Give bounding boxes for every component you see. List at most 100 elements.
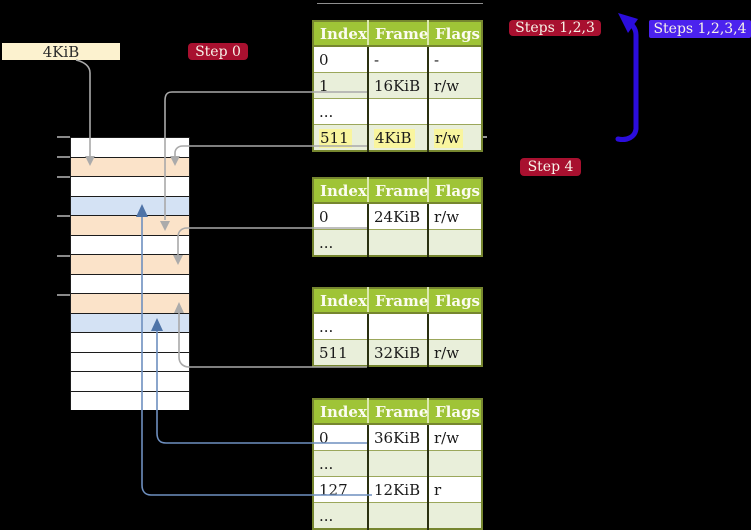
cell-index: ... [313,229,369,256]
physical-memory-column [70,137,190,410]
memory-row [71,157,189,177]
col-header-flags: Flags [428,21,482,47]
cell-frame: 36KiB [368,423,429,451]
col-header-frame: Frame [368,21,429,47]
memory-row [71,235,189,255]
memory-row [71,255,189,275]
page-size-label-text: 4KiB [42,42,80,61]
page-table-level-3: Index Frame Flags 0 24KiB r/w ... [312,177,483,257]
badge-steps-1234: Steps 1,2,3,4 [649,20,751,38]
cell-flags [428,98,482,125]
highlight: 511 [319,128,352,148]
col-header-frame: Frame [368,399,429,425]
table-row-highlighted: 511 4KiB r/w [313,124,482,151]
cell-frame: 16KiB [368,72,429,99]
table-header-row: Index Frame Flags [313,399,482,425]
cell-frame: 24KiB [368,202,429,230]
cell-index: ... [313,312,369,340]
highlight: 4KiB [374,128,415,148]
page-table-level-1: Index Frame Flags 0 36KiB r/w ... 127 12… [312,398,483,530]
table-row: 1 16KiB r/w [313,72,482,99]
memory-row [71,294,189,314]
col-header-flags: Flags [428,288,482,314]
col-header-flags: Flags [428,399,482,425]
top-border-line [317,3,483,4]
cell-index: 511 [313,339,369,366]
cell-frame: - [368,45,429,73]
memory-row [71,138,189,158]
page-size-label: 4KiB [2,42,120,61]
address-tick [57,136,70,138]
col-header-index: Index [313,21,369,47]
address-tick [57,294,70,296]
big-blue-arrowhead-icon [618,13,638,33]
table-row: ... [313,98,482,125]
cell-index: 0 [313,423,369,451]
big-blue-arrow-shaft [615,19,639,142]
cell-frame [368,312,429,340]
address-tick [57,215,70,217]
badge-step-0-text: Step 0 [195,43,241,60]
cell-index: ... [313,502,369,529]
cell-frame [368,450,429,477]
selection-dash [481,136,487,138]
cell-flags: r/w [428,124,482,151]
cell-index: 511 [313,124,369,151]
memory-row [71,372,189,392]
page-table-level-2: Index Frame Flags ... 511 32KiB r/w [312,287,483,367]
badge-steps-123: Steps 1,2,3 [509,20,601,36]
cell-flags: r/w [428,423,482,451]
cell-frame [368,98,429,125]
table-header-row: Index Frame Flags [313,288,482,314]
badge-steps-1234-text: Steps 1,2,3,4 [653,21,747,37]
memory-row [71,196,189,216]
cell-index: ... [313,98,369,125]
highlight: r/w [434,128,464,148]
table-header-row: Index Frame Flags [313,21,482,47]
cell-flags: r/w [428,202,482,230]
cell-flags [428,312,482,340]
cell-flags [428,502,482,529]
table-header-row: Index Frame Flags [313,178,482,204]
table-row: ... [313,312,482,340]
memory-row [71,352,189,372]
badge-step-0: Step 0 [188,43,248,60]
cell-index: 0 [313,45,369,73]
badge-steps-123-text: Steps 1,2,3 [515,20,595,36]
cell-flags [428,229,482,256]
cell-frame [368,229,429,256]
table-row: ... [313,502,482,529]
cell-frame [368,502,429,529]
col-header-frame: Frame [368,178,429,204]
table-row: 0 24KiB r/w [313,202,482,230]
badge-step-4-text: Step 4 [527,159,574,175]
cell-flags [428,450,482,477]
cell-index: 0 [313,202,369,230]
address-tick [57,156,70,158]
cell-index: 1 [313,72,369,99]
address-tick [57,176,70,178]
table-row: 127 12KiB r [313,476,482,503]
big-blue-arrow [615,13,639,142]
table-row: ... [313,450,482,477]
col-header-index: Index [313,399,369,425]
memory-row [71,333,189,353]
cell-flags: r/w [428,72,482,99]
cell-flags: r [428,476,482,503]
col-header-frame: Frame [368,288,429,314]
col-header-flags: Flags [428,178,482,204]
table-row: 0 36KiB r/w [313,423,482,451]
memory-row [71,313,189,333]
cell-flags: r/w [428,339,482,366]
memory-row [71,391,189,410]
memory-row [71,216,189,236]
col-header-index: Index [313,288,369,314]
cell-index: 127 [313,476,369,503]
table-row: 511 32KiB r/w [313,339,482,366]
cell-frame: 32KiB [368,339,429,366]
col-header-index: Index [313,178,369,204]
cell-index: ... [313,450,369,477]
table-row: ... [313,229,482,256]
badge-step-4: Step 4 [520,158,581,176]
